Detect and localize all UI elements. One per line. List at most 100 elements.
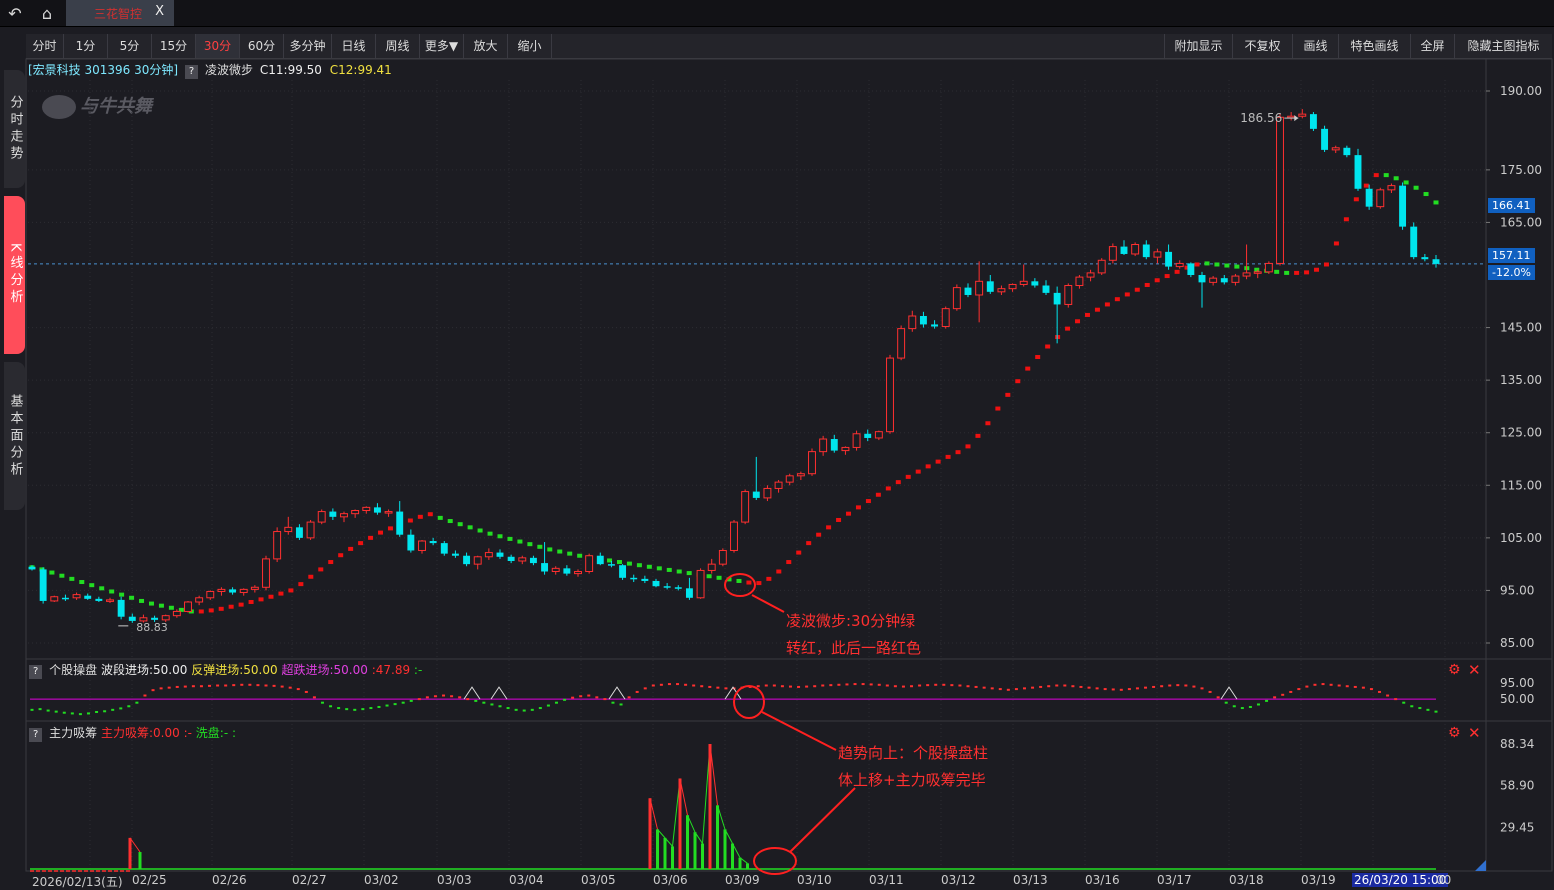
lingbo-dot [1204, 261, 1210, 266]
xichou-close-icon[interactable]: ✕ [1468, 724, 1481, 742]
candle-down [1343, 147, 1351, 156]
hide-indicator-button[interactable]: 隐藏主图指标 [1454, 34, 1552, 58]
period-15m-button[interactable]: 15分 [152, 34, 196, 58]
candle-down [407, 534, 415, 551]
draw-line-button[interactable]: 画线 [1292, 34, 1338, 58]
lingbo-dot [1343, 217, 1349, 222]
period-fenshi-button[interactable]: 分时 [26, 34, 64, 58]
caopan-dot [595, 696, 599, 699]
period-30m-button[interactable]: 30分 [196, 34, 240, 58]
stock-tab[interactable]: 三花智控 X [66, 0, 174, 26]
candle-up [340, 513, 348, 518]
lingbo-dot [1144, 282, 1150, 287]
price-tick-label: 115.00 [1500, 478, 1542, 492]
xichou-gear-icon[interactable]: ⚙ [1448, 725, 1461, 741]
candle-up [763, 487, 772, 499]
caopan-dot [417, 698, 421, 701]
candle-down [507, 556, 515, 561]
side-tab-fundamentals[interactable]: 基本面分析 [4, 362, 25, 510]
help-icon[interactable]: ? [184, 65, 199, 79]
period-1m-button[interactable]: 1分 [64, 34, 108, 58]
caopan-dot [772, 684, 776, 687]
side-tab-kline[interactable]: K线分析 [4, 196, 25, 354]
candle-up [317, 511, 326, 523]
caopan-dot [530, 708, 534, 711]
zoom-in-button[interactable]: 放大 [464, 34, 508, 58]
date-label: 03/02 [364, 873, 399, 887]
candle-up [730, 521, 738, 551]
extra-display-button[interactable]: 附加显示 [1164, 34, 1232, 58]
lingbo-dot [1114, 297, 1120, 302]
candle-up [473, 556, 482, 565]
caopan-dot [1232, 705, 1236, 708]
caopan-dot [1256, 703, 1260, 706]
indicator-name: 凌波微步 [205, 63, 254, 77]
lingbo-dot [517, 539, 523, 544]
pct-tag: -12.0% [1488, 265, 1535, 280]
candle-down [1309, 114, 1317, 129]
candle-up [518, 557, 527, 562]
period-60m-button[interactable]: 60分 [240, 34, 284, 58]
caopan-dot [910, 685, 914, 688]
candle-down [1031, 281, 1039, 286]
caopan-dot [304, 690, 308, 693]
lingbo-dot [816, 532, 822, 537]
lingbo-dot [1025, 366, 1031, 371]
lingbo-dot [1164, 274, 1170, 279]
candle-up [941, 308, 950, 328]
period-multi-button[interactable]: 多分钟 [284, 34, 332, 58]
caopan-dot [159, 687, 163, 690]
side-tab-intraday[interactable]: 分时走势 [4, 70, 25, 188]
xichou-help-icon[interactable]: ? [29, 728, 43, 742]
lingbo-dot [846, 511, 852, 516]
candle-down [596, 555, 604, 565]
candle-up [1376, 189, 1385, 208]
caopan-dot [490, 703, 494, 706]
special-draw-button[interactable]: 特色画线 [1338, 34, 1410, 58]
candle-down [39, 569, 47, 601]
fullscreen-button[interactable]: 全屏 [1410, 34, 1454, 58]
candle-up [796, 473, 805, 477]
lingbo-dot [945, 454, 951, 459]
zoom-out-button[interactable]: 缩小 [508, 34, 552, 58]
candle-up [819, 438, 828, 453]
caopan-close-icon[interactable]: ✕ [1468, 661, 1481, 679]
period-daily-button[interactable]: 日线 [332, 34, 376, 58]
caopan-dot [377, 705, 381, 708]
lingbo-dot [826, 525, 832, 530]
lingbo-dot [656, 566, 662, 571]
caopan-gear-icon[interactable]: ⚙ [1448, 662, 1461, 678]
caopan-dot [692, 684, 696, 687]
xichou-header: ? 主力吸筹 主力吸筹:0.00 :- 洗盘:- : [26, 724, 236, 742]
date-label: 03/19 [1301, 873, 1336, 887]
caopan-dot [587, 694, 591, 697]
lingbo-dot [626, 561, 632, 566]
caopan-dot [877, 683, 881, 686]
candle-up [72, 594, 81, 599]
more-dropdown[interactable]: 更多▼ [420, 34, 464, 58]
lingbo-dot [1413, 185, 1419, 190]
close-icon[interactable]: X [155, 4, 164, 19]
caopan-dot [1410, 705, 1414, 708]
candle-up [874, 431, 883, 439]
caopan-dot [1192, 685, 1196, 688]
caopan-name: 个股操盘 [49, 663, 98, 677]
period-5m-button[interactable]: 5分 [108, 34, 152, 58]
undo-icon[interactable]: ↶ [8, 3, 22, 23]
candle-up [1131, 244, 1140, 255]
lingbo-dot [457, 522, 463, 527]
period-weekly-button[interactable]: 周线 [376, 34, 420, 58]
home-icon[interactable]: ⌂ [41, 3, 53, 23]
caopan-dot [829, 684, 833, 687]
lingbo-dot [577, 553, 583, 558]
caopan-dot [1168, 684, 1172, 687]
caopan-help-icon[interactable]: ? [29, 665, 43, 679]
candle-down [1198, 275, 1206, 283]
caopan-dot [312, 696, 316, 699]
candle-down [1321, 128, 1329, 150]
caopan-dot [1321, 683, 1325, 686]
xichou-l4: : [231, 726, 237, 740]
no-adjust-button[interactable]: 不复权 [1232, 34, 1292, 58]
lingbo-dot [338, 553, 344, 558]
